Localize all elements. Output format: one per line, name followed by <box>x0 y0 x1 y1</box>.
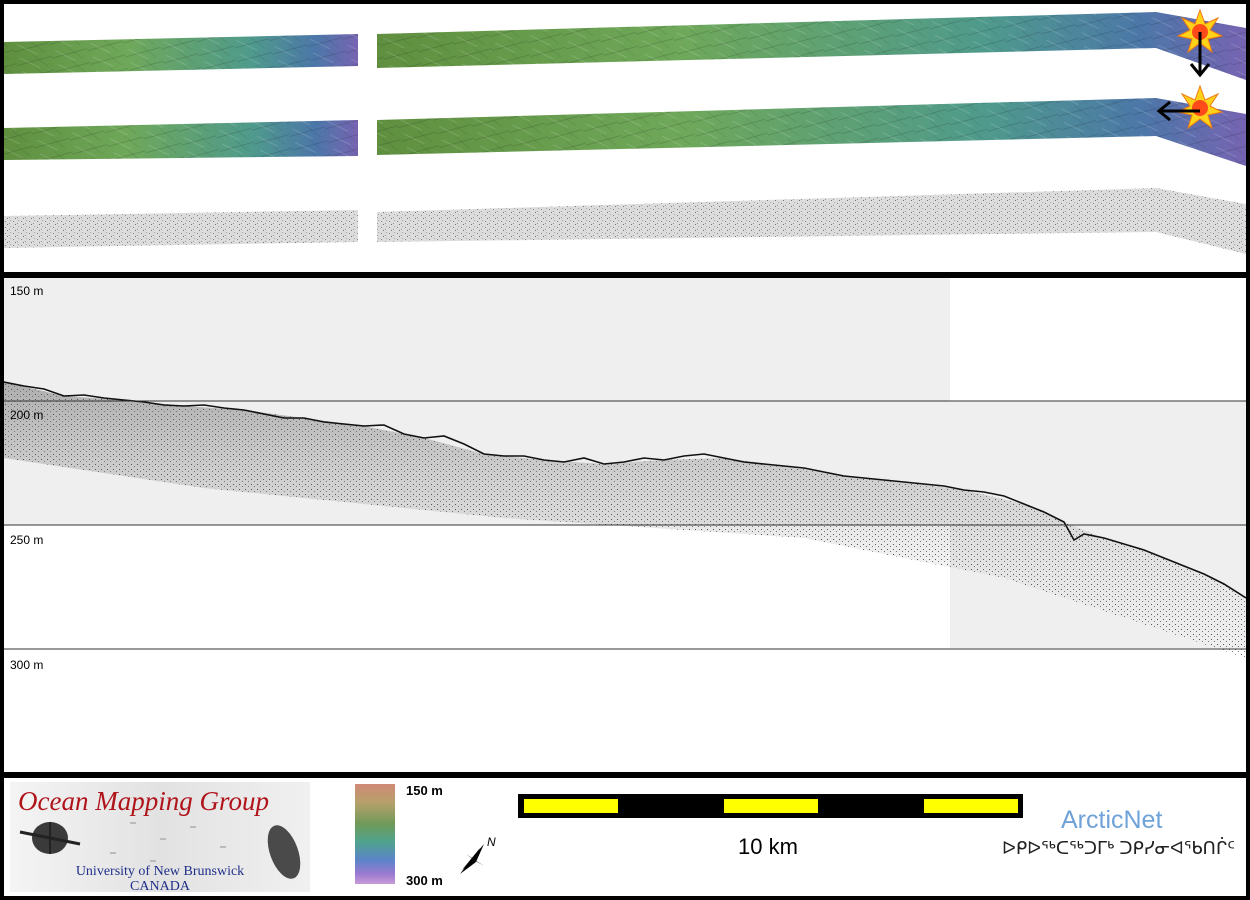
profile-panel: 150 m 200 m 250 m 300 m <box>4 278 1246 772</box>
scale-segment <box>524 799 618 813</box>
arrow-left-icon <box>1156 100 1200 122</box>
depth-colorbar <box>355 784 395 884</box>
bathymetry-strip-sun-west <box>4 98 1246 166</box>
depth-label-250: 250 m <box>10 533 44 547</box>
depth-label-300: 300 m <box>10 658 44 672</box>
depth-label-200: 200 m <box>10 408 44 422</box>
compass-icon: N <box>460 835 496 874</box>
swath-panel <box>4 4 1246 272</box>
logo-subtitle: University of New Brunswick CANADA <box>10 864 310 894</box>
scale-label: 10 km <box>738 834 798 859</box>
arrow-down-icon <box>1189 32 1211 78</box>
scale-segment <box>724 799 818 813</box>
scale-bar <box>518 794 1023 818</box>
depth-label-150: 150 m <box>10 284 44 298</box>
arcticnet-logo: ArcticNet <box>1061 806 1163 834</box>
ocean-mapping-group-logo: Ocean Mapping Group University of New Br… <box>10 782 310 894</box>
colorbar-bottom-label: 300 m <box>406 873 443 888</box>
arcticnet-syllabics: ᐅᑭᐅᖅᑕᖅᑐᒥᒃ ᑐᑭᓯᓂᐊᖃᑎᒌᑦ <box>1002 838 1235 858</box>
north-label: N <box>487 835 496 849</box>
scale-segment <box>924 799 1018 813</box>
legend-panel: Ocean Mapping Group University of New Br… <box>4 778 1246 896</box>
logo-title: Ocean Mapping Group <box>18 786 269 816</box>
logo-university: University of New Brunswick <box>75 864 245 879</box>
profile-plot <box>4 278 1246 658</box>
logo-country: CANADA <box>130 879 190 894</box>
sonar-image-icon <box>19 822 301 879</box>
bathymetry-strip-sun-north <box>4 12 1246 80</box>
seabed-reflector <box>4 381 1246 599</box>
colorbar-top-label: 150 m <box>406 783 443 798</box>
backscatter-strip <box>4 188 1246 254</box>
swath-strips <box>4 8 1246 254</box>
